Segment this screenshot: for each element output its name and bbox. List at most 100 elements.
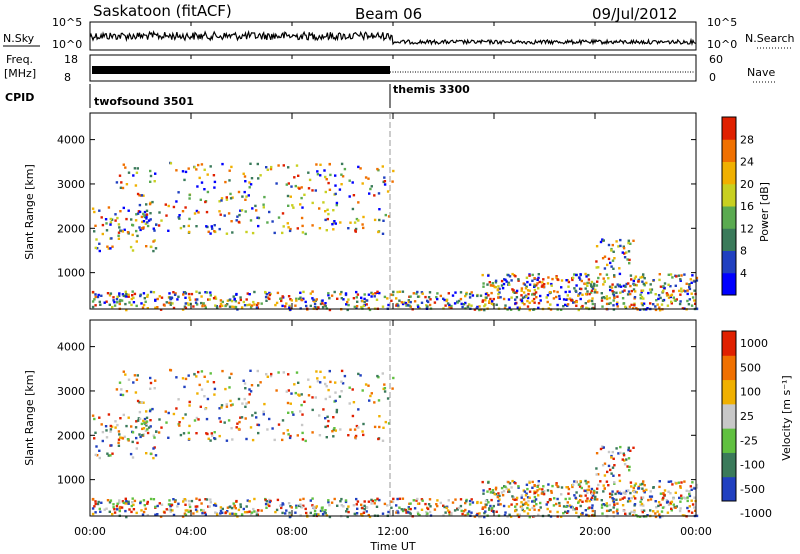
velocity-scatter-point bbox=[146, 428, 149, 431]
power-scatter-point bbox=[502, 297, 506, 301]
power-scatter-point bbox=[211, 227, 214, 230]
power-scatter-point bbox=[507, 273, 510, 277]
velocity-scatter-point bbox=[650, 495, 654, 498]
velocity-scatter-point bbox=[695, 514, 699, 518]
velocity-scatter-point bbox=[627, 457, 631, 460]
velocity-scatter-point bbox=[220, 404, 224, 407]
velocity-scatter-point bbox=[203, 375, 206, 378]
velocity-scatter-point bbox=[528, 515, 531, 519]
power-scatter-point bbox=[486, 283, 489, 286]
velocity-scatter-point bbox=[515, 498, 518, 501]
power-scatter-point bbox=[135, 171, 139, 174]
power-scatter-point bbox=[250, 177, 254, 180]
velocity-scatter-point bbox=[115, 505, 119, 508]
power-scatter-point bbox=[478, 305, 481, 308]
power-scatter-point bbox=[117, 231, 121, 234]
velocity-scatter-point bbox=[623, 459, 626, 462]
power-scatter-point bbox=[390, 293, 393, 296]
velocity-scatter-point bbox=[154, 454, 158, 457]
velocity-scatter-point bbox=[632, 495, 636, 498]
velocity-scatter-point bbox=[645, 488, 648, 492]
power-scatter-point bbox=[210, 225, 213, 228]
power-scatter-point bbox=[91, 207, 95, 210]
velocity-scatter-point bbox=[214, 511, 217, 514]
power-scatter-point bbox=[242, 172, 245, 175]
velocity-scatter-point bbox=[461, 512, 464, 516]
power-scatter-point bbox=[578, 276, 581, 279]
power-scatter-point bbox=[639, 293, 642, 297]
cpid-label: CPID bbox=[5, 91, 34, 104]
velocity-scatter-point bbox=[121, 500, 125, 503]
velocity-scatter-point bbox=[526, 512, 530, 515]
velocity-scatter-point bbox=[307, 394, 311, 397]
power-scatter-point bbox=[145, 209, 149, 212]
power-scatter-point bbox=[654, 293, 657, 296]
velocity-scatter-point bbox=[234, 507, 237, 510]
velocity-scatter-point bbox=[600, 503, 604, 507]
power-scatter-point bbox=[145, 213, 149, 216]
freq-units-label: [MHz] bbox=[4, 67, 36, 80]
velocity-scatter-point bbox=[505, 487, 508, 490]
velocity-scatter-point bbox=[319, 381, 322, 384]
velocity-scatter-point bbox=[227, 419, 231, 422]
power-scatter-point bbox=[526, 280, 529, 284]
power-scatter-point bbox=[496, 288, 499, 292]
power-scatter-point bbox=[464, 307, 467, 310]
velocity-scatter-point bbox=[336, 504, 339, 507]
velocity-scatter-point bbox=[209, 439, 212, 442]
velocity-scatter-point bbox=[585, 482, 588, 485]
velocity-scatter-point bbox=[378, 498, 381, 502]
power-scatter-point bbox=[368, 192, 371, 195]
power-scatter-point bbox=[600, 296, 604, 300]
velocity-scatter-point bbox=[219, 509, 223, 513]
velocity-scatter-point bbox=[290, 392, 293, 395]
velocity-scatter-point bbox=[590, 496, 594, 499]
power-scatter-point bbox=[688, 287, 692, 291]
velocity-scatter-point bbox=[605, 504, 609, 508]
power-scatter-point bbox=[633, 283, 636, 287]
power-scatter-point bbox=[428, 291, 432, 294]
power-scatter-point bbox=[268, 293, 271, 297]
power-scatter-point bbox=[558, 294, 561, 298]
power-scatter-point bbox=[245, 230, 248, 234]
velocity-scatter-point bbox=[610, 493, 614, 496]
power-scatter-point bbox=[633, 297, 636, 300]
velocity-scatter-point bbox=[531, 486, 534, 489]
power-scatter-point bbox=[148, 202, 152, 206]
power-scatter-point bbox=[348, 195, 351, 198]
velocity-scatter-point bbox=[478, 515, 481, 519]
power-scatter-point bbox=[640, 290, 643, 294]
power-scatter-point bbox=[266, 221, 269, 224]
power-scatter-point bbox=[624, 285, 627, 288]
power-scatter-point bbox=[464, 294, 467, 298]
velocity-scatter-point bbox=[184, 503, 187, 506]
velocity-scatter-point bbox=[332, 435, 335, 438]
velocity-scatter-point bbox=[587, 480, 590, 484]
time-x-axis: 00:00 04:00 08:00 12:00 16:00 20:00 00:00 bbox=[74, 22, 712, 538]
power-scatter-point bbox=[531, 293, 534, 296]
velocity-scatter-point bbox=[95, 445, 98, 448]
power-scatter-point bbox=[616, 305, 619, 308]
velocity-scatter-point bbox=[633, 510, 636, 514]
velocity-scatter-point bbox=[475, 514, 478, 517]
power-scatter-point bbox=[93, 230, 96, 233]
power-scatter-point bbox=[482, 285, 485, 288]
velocity-scatter-point bbox=[666, 500, 669, 503]
power-scatter-point bbox=[299, 291, 302, 294]
velocity-scatter-point bbox=[141, 427, 144, 431]
power-scatter-point bbox=[682, 289, 686, 292]
velocity-scatter-point bbox=[662, 492, 665, 495]
power-scatter-point bbox=[128, 301, 131, 304]
power-scatter-point bbox=[513, 291, 516, 294]
power-scatter-point bbox=[618, 267, 621, 270]
velocity-scatter-point bbox=[340, 504, 343, 507]
power-scatter-point bbox=[539, 299, 542, 302]
power-scatter-point bbox=[249, 162, 252, 165]
velocity-scatter-point bbox=[104, 425, 108, 428]
velocity-scatter-point bbox=[208, 505, 211, 508]
velocity-scatter-point bbox=[627, 446, 630, 449]
velocity-scatter-point bbox=[549, 510, 552, 513]
power-scatter-point bbox=[142, 220, 146, 223]
power-scatter-point bbox=[262, 203, 265, 206]
velocity-scatter-point bbox=[515, 503, 519, 506]
